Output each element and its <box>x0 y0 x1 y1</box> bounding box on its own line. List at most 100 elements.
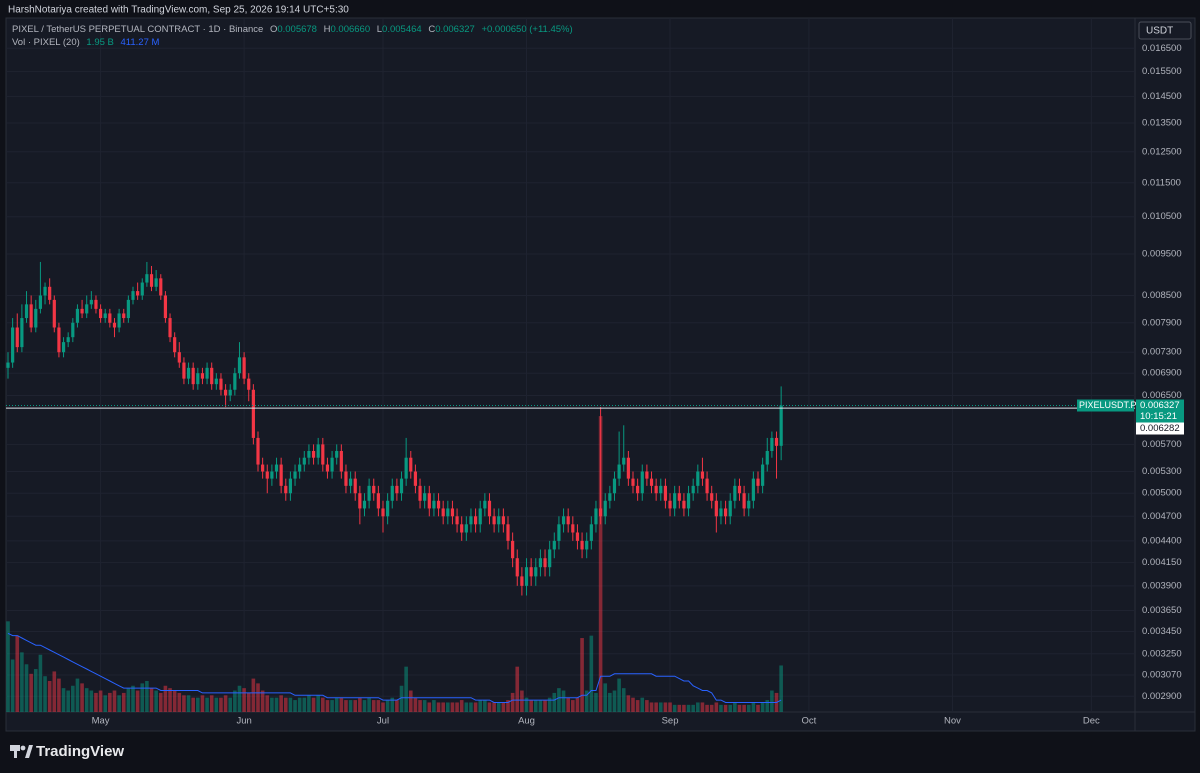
candle-body <box>626 457 630 479</box>
candle-body <box>219 378 223 390</box>
volume-bar <box>580 638 584 712</box>
candle-body <box>24 304 29 319</box>
volume-bar <box>228 697 233 712</box>
candle-body <box>603 500 607 517</box>
volume-bar <box>154 690 158 712</box>
currency[interactable]: USDT <box>1146 26 1173 37</box>
volume-bar <box>395 700 399 712</box>
volume-bar <box>404 666 408 712</box>
volume-bar <box>464 702 469 712</box>
candle-body <box>747 500 751 509</box>
y-tick-label: 0.007300 <box>1142 347 1182 358</box>
grid <box>6 18 1135 712</box>
candle-body <box>557 524 561 541</box>
volume-bar <box>765 700 770 712</box>
high: 0.006660 <box>330 24 370 35</box>
volume-bar <box>353 700 358 712</box>
candle-body <box>108 313 112 323</box>
last-price-label: 0.006327 <box>1140 400 1180 411</box>
candle-body <box>497 516 501 525</box>
candle-body <box>478 508 482 525</box>
high-label: H <box>324 24 331 35</box>
volume-bar <box>321 697 325 712</box>
candle-body <box>742 493 746 509</box>
volume-bar <box>399 685 404 712</box>
candle-body <box>302 457 306 465</box>
volume-bar <box>57 678 61 712</box>
volume-bar <box>209 695 214 712</box>
candle-body <box>575 532 580 541</box>
candle-body <box>330 457 334 472</box>
volume-bar <box>302 697 307 712</box>
attribution: HarshNotariya created with TradingView.c… <box>8 5 349 16</box>
candle-body <box>94 299 98 309</box>
volume-bar <box>200 695 205 712</box>
volume-bar <box>214 697 219 712</box>
volume-bar <box>723 704 728 712</box>
brand-logo <box>10 745 33 758</box>
candle-body <box>612 478 617 494</box>
candle-body <box>279 464 283 486</box>
candle-body <box>386 500 390 517</box>
volume-bar <box>15 635 20 712</box>
legend-volume: Vol · PIXEL (20) 1.95 B 411.27 M <box>12 37 160 48</box>
change: +0.000650 (+11.45%) <box>481 24 572 35</box>
x-tick-label: Nov <box>944 716 961 727</box>
y-tick-label: 0.011500 <box>1142 177 1181 188</box>
y-tick-label: 0.004700 <box>1142 511 1182 522</box>
volume-bar <box>506 700 510 712</box>
brand: TradingView <box>36 743 124 760</box>
candle-body <box>506 524 510 541</box>
candle-body <box>779 405 783 446</box>
volume-bar <box>348 700 353 712</box>
volume-bar <box>89 690 94 712</box>
volume-bar <box>552 692 557 712</box>
candle-body <box>80 308 84 314</box>
volume-bar <box>256 683 260 712</box>
candle-body <box>200 373 205 379</box>
volume-bar <box>418 700 422 712</box>
labels: 0.016500 0.015500 0.014500 0.013500 0.012500… <box>6 43 1184 727</box>
volume-bar <box>163 685 168 712</box>
candle-body <box>163 295 168 319</box>
volume-bar <box>714 702 719 712</box>
volume-bar <box>742 704 746 712</box>
hline-label: 0.006282 <box>1140 423 1180 434</box>
candle-body <box>501 516 505 525</box>
candle-body <box>728 500 732 517</box>
volume-bar <box>770 690 774 712</box>
candle-body <box>98 308 103 319</box>
volume-bar <box>728 704 733 712</box>
volume-bar <box>126 688 131 712</box>
candle-body <box>182 362 186 379</box>
volume-bar <box>38 654 43 712</box>
currency-box[interactable] <box>1138 21 1192 40</box>
volume-bar <box>635 700 640 712</box>
candle-body <box>524 567 529 586</box>
candle-body <box>719 508 723 517</box>
candle-body <box>432 500 436 509</box>
candle-body <box>71 322 75 338</box>
candle-body <box>307 450 311 458</box>
candle-body <box>636 485 640 494</box>
candle-body <box>608 493 612 501</box>
volume-bar <box>334 697 339 712</box>
open-label: O <box>270 24 277 35</box>
volume-bar <box>696 702 700 712</box>
candle-body <box>395 485 399 494</box>
x-tick-label: Aug <box>518 716 535 727</box>
candle-body <box>288 478 293 494</box>
candle-body <box>640 471 644 494</box>
candle-body <box>645 471 649 479</box>
candle-body <box>436 500 441 509</box>
candle-body <box>85 304 89 314</box>
candle-body <box>464 524 468 533</box>
volume-bar <box>43 676 47 712</box>
volume-bar <box>663 702 668 712</box>
candle-body <box>723 508 728 517</box>
volume-bar <box>617 678 621 712</box>
volume-bar <box>381 702 385 712</box>
candle-body <box>617 464 621 479</box>
candle-body <box>441 508 445 517</box>
